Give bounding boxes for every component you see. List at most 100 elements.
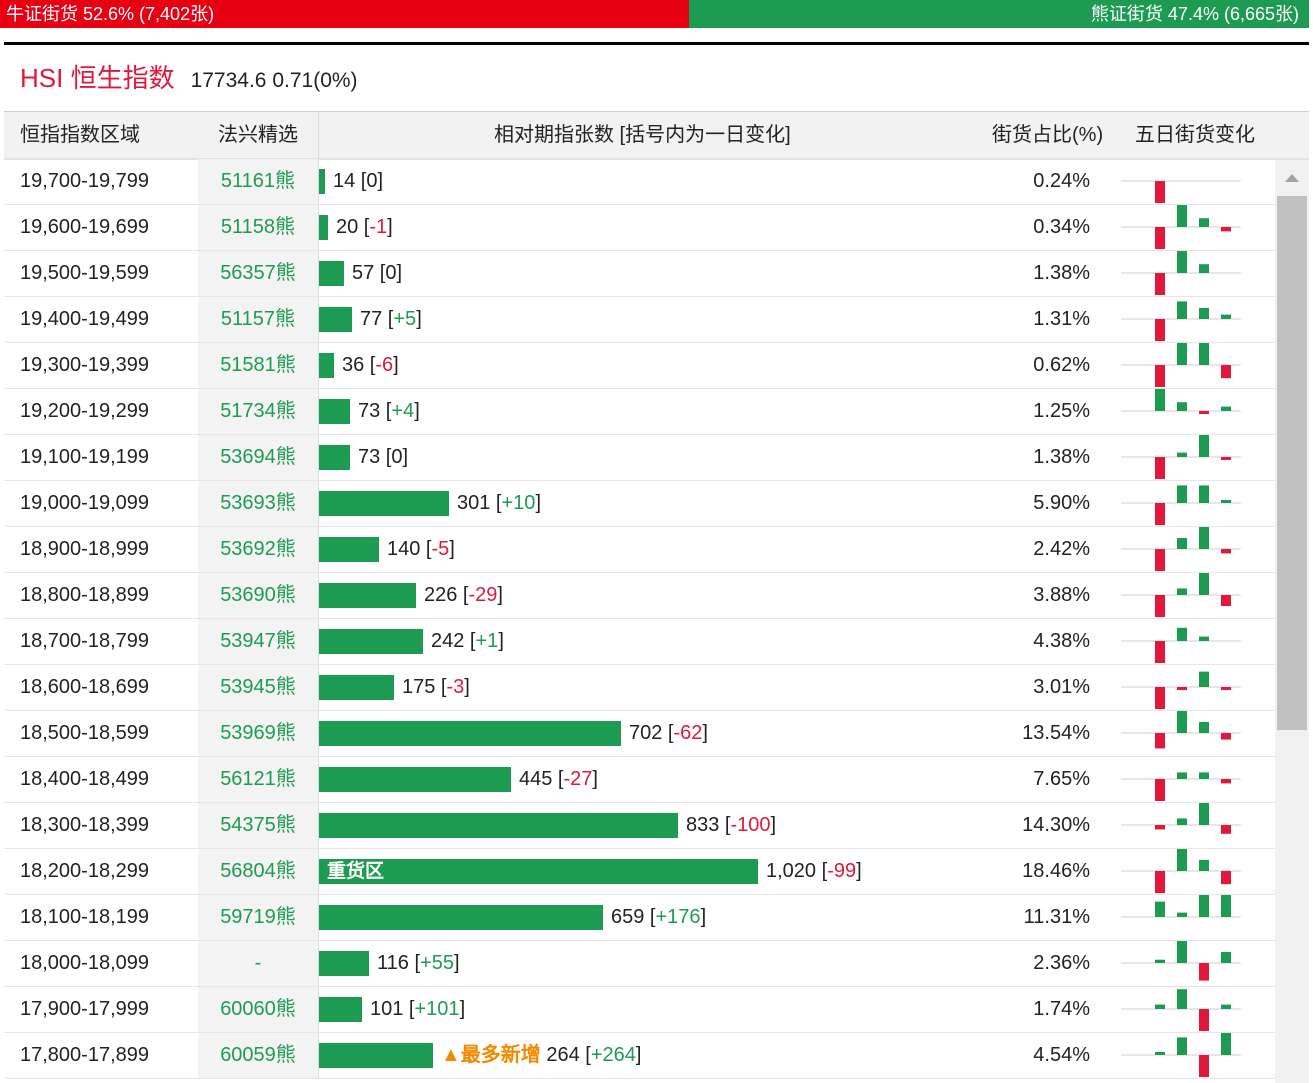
sparkline-bar	[1199, 860, 1209, 871]
warrant-code-link[interactable]: 53693熊	[198, 481, 318, 526]
vertical-scrollbar[interactable]	[1275, 160, 1309, 1083]
warrant-code-link[interactable]: 54375熊	[198, 803, 318, 848]
header-pick: 法兴精选	[218, 124, 298, 146]
index-range: 18,100-18,199	[20, 906, 150, 928]
contracts-bar	[319, 951, 369, 976]
sparkline-bar	[1177, 627, 1187, 641]
table-row: 18,800-18,899 53690熊 226 [-29] 3.88%	[4, 573, 1275, 619]
warrant-code-link[interactable]: 51157熊	[198, 297, 318, 342]
sparkline-bar	[1199, 485, 1209, 503]
header-range: 恒指指数区域	[20, 124, 140, 146]
warrant-code-link[interactable]: 51581熊	[198, 343, 318, 388]
sparkline-bar	[1155, 227, 1165, 249]
contracts-label: 659 [+176]	[611, 906, 707, 928]
five-day-sparkline	[1121, 435, 1241, 479]
heavy-zone-label: 重货区	[327, 861, 385, 882]
one-day-change: +176	[655, 906, 701, 928]
scrollbar-thumb[interactable]	[1277, 196, 1307, 730]
sparkline-bar	[1199, 671, 1209, 687]
contracts-label: 14 [0]	[333, 170, 384, 192]
one-day-change: -62	[673, 722, 703, 744]
sparkline-bar	[1221, 406, 1231, 411]
sparkline-bar	[1155, 641, 1165, 663]
table-row: 18,300-18,399 54375熊 833 [-100] 14.30%	[4, 803, 1275, 849]
sparkline-bar	[1221, 595, 1231, 606]
index-range: 19,100-19,199	[20, 446, 150, 468]
sparkline-bar	[1177, 538, 1187, 549]
column-divider	[318, 297, 319, 342]
sparkline-bar	[1155, 825, 1165, 830]
warrant-code-link[interactable]: 60059熊	[198, 1033, 318, 1078]
warrant-code-link[interactable]: 53690熊	[198, 573, 318, 618]
table-row: 19,400-19,499 51157熊 77 [+5] 1.31%	[4, 297, 1275, 343]
street-share: 13.54%	[1022, 722, 1090, 744]
sparkline-bar	[1221, 314, 1231, 319]
warrant-code-link[interactable]: 56121熊	[198, 757, 318, 802]
index-value: 17734.6 0.71(0%)	[190, 69, 358, 92]
warrant-code-link[interactable]: 59719熊	[198, 895, 318, 940]
index-range: 18,600-18,699	[20, 676, 150, 698]
street-share: 1.38%	[1033, 262, 1090, 284]
index-range: 17,800-17,899	[20, 1044, 150, 1066]
one-day-change: -5	[431, 538, 450, 560]
bull-street-stock-segment: 牛证街货 52.6% (7,402张)	[0, 0, 689, 28]
street-share: 4.54%	[1033, 1044, 1090, 1066]
column-divider	[318, 435, 319, 480]
table-row: 19,500-19,599 56357熊 57 [0] 1.38%	[4, 251, 1275, 297]
index-range: 19,500-19,599	[20, 262, 150, 284]
contracts-count: 1,020	[766, 860, 817, 882]
table-row: 18,700-18,799 53947熊 242 [+1] 4.38%	[4, 619, 1275, 665]
sparkline-bar	[1199, 772, 1209, 779]
index-range: 18,500-18,599	[20, 722, 150, 744]
street-share: 1.25%	[1033, 400, 1090, 422]
contracts-count: 101	[370, 998, 404, 1020]
warrant-code-link[interactable]: 51158熊	[198, 205, 318, 250]
contracts-count: 36	[342, 354, 365, 376]
five-day-sparkline	[1121, 205, 1241, 249]
warrant-code-link[interactable]: 53945熊	[198, 665, 318, 710]
contracts-bar	[319, 675, 394, 700]
warrant-code-link[interactable]: 53947熊	[198, 619, 318, 664]
warrant-code-link[interactable]: 56804熊	[198, 849, 318, 894]
index-range: 18,200-18,299	[20, 860, 150, 882]
warrant-code-link[interactable]: 53969熊	[198, 711, 318, 756]
contracts-label: 116 [+55]	[377, 952, 460, 974]
sparkline-bar	[1199, 343, 1209, 365]
index-header: HSI 恒生指数 17734.6 0.71(0%)	[20, 58, 358, 98]
five-day-sparkline	[1121, 989, 1241, 1031]
five-day-sparkline	[1121, 627, 1241, 663]
warrant-code-link[interactable]: 53692熊	[198, 527, 318, 572]
sparkline-bar	[1199, 218, 1209, 227]
column-divider	[318, 849, 319, 894]
warrant-code-link[interactable]: 51161熊	[198, 159, 318, 204]
index-range: 18,800-18,899	[20, 584, 150, 606]
column-divider	[318, 757, 319, 802]
warrant-code-link[interactable]: 51734熊	[198, 389, 318, 434]
contracts-bar	[319, 629, 423, 654]
sparkline-bar	[1155, 959, 1165, 963]
one-day-change: -27	[563, 768, 593, 790]
bull-bear-ratio-bar: 牛证街货 52.6% (7,402张) 熊证街货 47.4% (6,665张)	[0, 0, 1309, 28]
sparkline-bar	[1221, 952, 1231, 963]
sparkline-bar	[1199, 636, 1209, 641]
sparkline-bar	[1177, 205, 1187, 227]
warrant-code-link[interactable]: 56357熊	[198, 251, 318, 296]
table-row: 17,900-17,999 60060熊 101 [+101] 1.74%	[4, 987, 1275, 1033]
street-share: 18.46%	[1022, 860, 1090, 882]
warrant-code-link[interactable]: 60060熊	[198, 987, 318, 1032]
sparkline-bar	[1221, 895, 1231, 917]
sparkline-bar	[1155, 273, 1165, 295]
warrant-code-link[interactable]: 53694熊	[198, 435, 318, 480]
header-share: 街货占比(%)	[992, 124, 1104, 146]
contracts-count: 73	[358, 446, 381, 468]
one-day-change: -29	[468, 584, 498, 606]
street-share: 0.24%	[1033, 170, 1090, 192]
one-day-change: +264	[590, 1044, 636, 1066]
contracts-count: 226	[424, 584, 458, 606]
contracts-label: 73 [+4]	[358, 400, 420, 422]
sparkline-bar	[1177, 301, 1187, 319]
table-row: 18,500-18,599 53969熊 702 [-62] 13.54%	[4, 711, 1275, 757]
scroll-up-arrow-icon[interactable]	[1285, 174, 1299, 182]
contracts-count: 116	[377, 952, 409, 974]
sparkline-bar	[1155, 319, 1165, 341]
